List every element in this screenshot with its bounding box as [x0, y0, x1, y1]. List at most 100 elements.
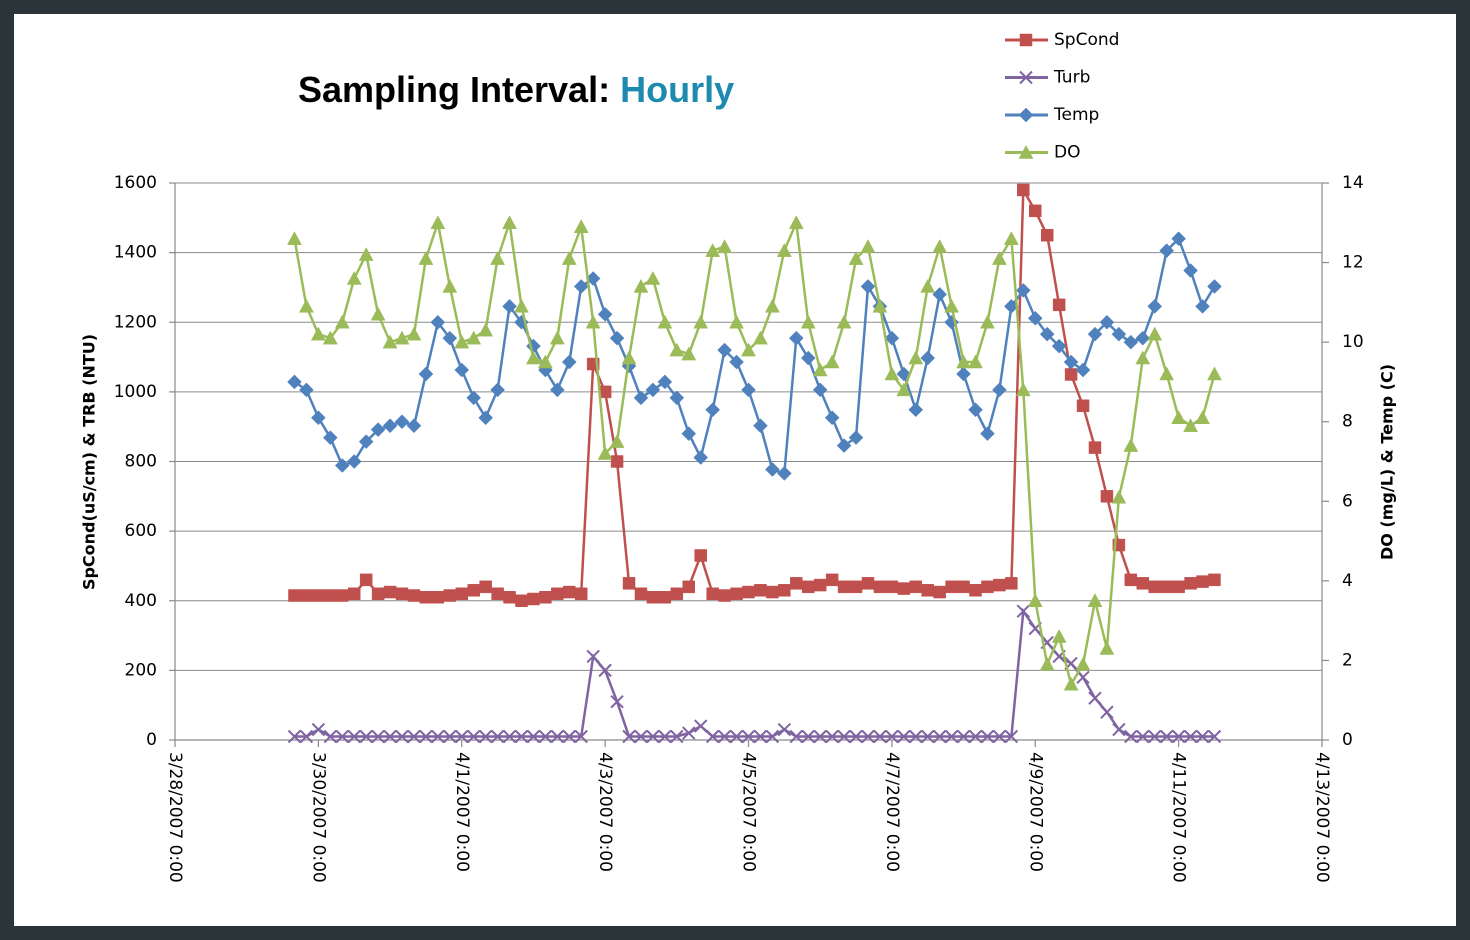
data-marker — [480, 581, 492, 593]
data-marker — [898, 583, 910, 595]
data-marker — [1125, 574, 1137, 586]
data-marker — [1161, 581, 1173, 593]
y-axis-label: SpCond(uS/cm) & TRB (NTU) — [80, 334, 99, 590]
data-marker — [348, 588, 360, 600]
data-marker — [1173, 581, 1185, 593]
data-marker — [539, 591, 551, 603]
data-marker — [372, 588, 384, 600]
data-marker — [886, 581, 898, 593]
data-marker — [838, 581, 850, 593]
data-marker — [1005, 577, 1017, 589]
data-marker — [611, 456, 623, 468]
y-tick-label: 200 — [125, 660, 157, 680]
data-marker — [312, 590, 324, 602]
data-marker — [826, 574, 838, 586]
legend-label: Turb — [1053, 68, 1090, 88]
y-tick-label: 600 — [125, 521, 157, 541]
x-tick-label: 4/11/2007 0:00 — [1169, 752, 1189, 883]
y-tick-label: 1200 — [114, 312, 157, 332]
y-tick-label: 400 — [125, 591, 157, 611]
title-highlight: Hourly — [620, 69, 734, 110]
x-tick-label: 3/30/2007 0:00 — [308, 752, 328, 883]
data-marker — [623, 577, 635, 589]
data-marker — [695, 549, 707, 561]
x-tick-label: 4/5/2007 0:00 — [739, 752, 759, 872]
data-marker — [671, 588, 683, 600]
data-marker — [360, 574, 372, 586]
data-marker — [1089, 442, 1101, 454]
data-marker — [1053, 299, 1065, 311]
x-tick-label: 4/9/2007 0:00 — [1025, 752, 1045, 872]
data-marker — [384, 586, 396, 598]
data-marker — [635, 588, 647, 600]
data-marker — [504, 591, 516, 603]
data-marker — [647, 591, 659, 603]
legend-label: DO — [1054, 143, 1080, 163]
y-tick-label: 1400 — [114, 243, 157, 263]
data-marker — [324, 590, 336, 602]
chart-title: Sampling Interval: Hourly — [298, 69, 734, 110]
x-tick-label: 4/13/2007 0:00 — [1312, 752, 1332, 883]
data-marker — [981, 581, 993, 593]
data-marker — [1137, 577, 1149, 589]
data-marker — [946, 581, 958, 593]
legend-marker — [1020, 34, 1032, 46]
data-marker — [1149, 581, 1161, 593]
x-tick-label: 4/3/2007 0:00 — [595, 752, 615, 872]
legend-label: Temp — [1053, 105, 1099, 125]
data-marker — [958, 581, 970, 593]
data-marker — [1101, 490, 1113, 502]
data-marker — [1185, 577, 1197, 589]
y2-tick-label: 6 — [1342, 491, 1353, 511]
data-marker — [1017, 184, 1029, 196]
slide — [14, 14, 1456, 926]
data-marker — [1197, 576, 1209, 588]
data-marker — [1077, 400, 1089, 412]
y-tick-label: 800 — [125, 452, 157, 472]
y2-tick-label: 14 — [1342, 173, 1364, 193]
data-marker — [527, 593, 539, 605]
data-marker — [1029, 205, 1041, 217]
y2-tick-label: 10 — [1342, 332, 1364, 352]
y-tick-label: 1600 — [114, 173, 157, 193]
data-marker — [336, 590, 348, 602]
data-marker — [1065, 368, 1077, 380]
y2-tick-label: 8 — [1342, 412, 1353, 432]
chart: Sampling Interval: Hourly SpCond(uS/cm) … — [0, 0, 1470, 940]
data-marker — [396, 588, 408, 600]
data-marker — [300, 590, 312, 602]
data-marker — [934, 586, 946, 598]
data-marker — [814, 579, 826, 591]
y2-tick-label: 4 — [1342, 571, 1353, 591]
data-marker — [444, 590, 456, 602]
data-marker — [766, 586, 778, 598]
data-marker — [790, 577, 802, 589]
data-marker — [563, 586, 575, 598]
data-marker — [707, 588, 719, 600]
data-marker — [970, 584, 982, 596]
data-marker — [288, 590, 300, 602]
x-tick-label: 4/1/2007 0:00 — [452, 752, 472, 872]
x-tick-label: 3/28/2007 0:00 — [165, 752, 185, 883]
data-marker — [408, 590, 420, 602]
data-marker — [1041, 229, 1053, 241]
data-marker — [743, 586, 755, 598]
x-tick-label: 4/7/2007 0:00 — [882, 752, 902, 872]
data-marker — [862, 577, 874, 589]
data-marker — [719, 590, 731, 602]
y2-axis-label: DO (mg/L) & Temp (C) — [1378, 364, 1397, 560]
data-marker — [778, 584, 790, 596]
y-tick-label: 1000 — [114, 382, 157, 402]
y2-tick-label: 0 — [1342, 730, 1353, 750]
data-marker — [515, 595, 527, 607]
data-marker — [910, 581, 922, 593]
data-marker — [551, 588, 563, 600]
y-tick-label: 0 — [146, 730, 157, 750]
legend-label: SpCond — [1054, 30, 1119, 50]
y2-tick-label: 2 — [1342, 650, 1353, 670]
data-marker — [420, 591, 432, 603]
data-marker — [432, 591, 444, 603]
data-marker — [754, 584, 766, 596]
data-marker — [1208, 574, 1220, 586]
data-marker — [683, 581, 695, 593]
